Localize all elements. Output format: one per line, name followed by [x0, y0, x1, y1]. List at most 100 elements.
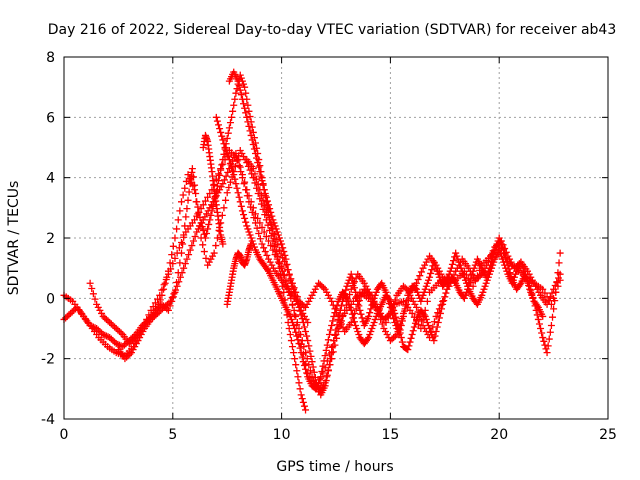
data-point	[88, 285, 96, 293]
data-point	[204, 193, 212, 201]
data-point	[254, 180, 262, 188]
data-point	[387, 300, 395, 308]
data-point	[455, 261, 463, 269]
data-point	[551, 282, 559, 290]
data-point	[358, 314, 366, 322]
data-point	[535, 288, 543, 296]
data-point	[553, 278, 561, 286]
data-point	[473, 275, 481, 283]
data-point	[222, 172, 230, 180]
data-point	[364, 335, 372, 343]
data-point	[232, 89, 240, 97]
data-point	[318, 367, 326, 375]
data-point	[436, 309, 444, 317]
data-point	[288, 343, 296, 351]
data-point	[337, 302, 345, 310]
data-point	[89, 323, 97, 331]
data-point	[175, 244, 183, 252]
data-point	[391, 309, 399, 317]
data-point	[62, 314, 70, 322]
data-point	[539, 334, 547, 342]
data-point	[188, 165, 196, 173]
data-point	[413, 303, 421, 311]
data-point	[303, 355, 311, 363]
data-point	[325, 331, 333, 339]
data-point	[263, 251, 271, 259]
data-point	[249, 174, 257, 182]
data-point	[262, 207, 270, 215]
series-track-i	[199, 131, 227, 248]
data-point	[213, 117, 221, 125]
data-point	[426, 325, 434, 332]
data-point	[194, 225, 202, 233]
data-point	[253, 175, 261, 183]
data-point	[480, 285, 488, 293]
data-point	[223, 150, 231, 158]
data-point	[209, 252, 217, 260]
data-point	[225, 156, 233, 164]
data-point	[421, 285, 429, 293]
data-point	[265, 255, 273, 263]
data-point	[278, 240, 286, 248]
data-point	[535, 320, 543, 328]
data-point	[248, 123, 256, 131]
data-point	[352, 288, 360, 296]
data-point	[365, 334, 373, 342]
data-point	[287, 275, 295, 283]
data-point	[274, 241, 282, 249]
grid-lines	[64, 57, 608, 419]
data-point	[385, 311, 393, 319]
data-point	[316, 376, 324, 384]
data-point	[245, 122, 253, 130]
data-point	[219, 136, 227, 144]
data-point	[198, 219, 206, 227]
chart-title: Day 216 of 2022, Sidereal Day-to-day VTE…	[48, 22, 617, 38]
data-point	[399, 282, 407, 290]
data-point	[549, 313, 557, 321]
data-point	[178, 269, 186, 277]
data-point	[300, 361, 308, 369]
data-point	[269, 246, 277, 254]
data-point	[271, 242, 279, 250]
data-point	[336, 316, 344, 324]
data-point	[311, 374, 319, 382]
data-point	[235, 193, 243, 201]
data-point	[107, 335, 115, 343]
data-point	[176, 259, 184, 267]
data-point	[299, 309, 307, 317]
data-point	[402, 302, 410, 310]
data-point	[183, 255, 191, 263]
data-point	[308, 291, 316, 299]
data-point	[249, 140, 257, 148]
data-point	[162, 302, 170, 310]
data-point	[99, 312, 107, 320]
data-point	[184, 196, 192, 204]
data-point	[414, 288, 422, 296]
data-point	[290, 306, 298, 314]
data-point	[63, 312, 71, 320]
data-point	[300, 323, 308, 331]
data-point	[253, 224, 261, 232]
data-point	[137, 331, 145, 339]
data-point	[321, 352, 329, 360]
data-point	[540, 337, 548, 345]
data-point	[391, 332, 399, 340]
data-point	[345, 300, 353, 308]
data-point	[428, 266, 436, 274]
data-point	[179, 240, 187, 248]
data-point	[147, 315, 155, 323]
data-point	[347, 306, 355, 314]
data-point	[160, 285, 168, 293]
series-track-g	[114, 150, 312, 363]
data-point	[150, 312, 158, 320]
data-point	[370, 318, 378, 326]
data-point	[127, 338, 135, 346]
data-point	[231, 162, 239, 170]
data-point	[297, 349, 305, 357]
data-point	[293, 332, 301, 340]
data-point	[96, 306, 104, 314]
data-point	[538, 329, 546, 337]
data-point	[343, 294, 351, 302]
data-point	[155, 300, 163, 308]
data-point	[417, 297, 425, 305]
